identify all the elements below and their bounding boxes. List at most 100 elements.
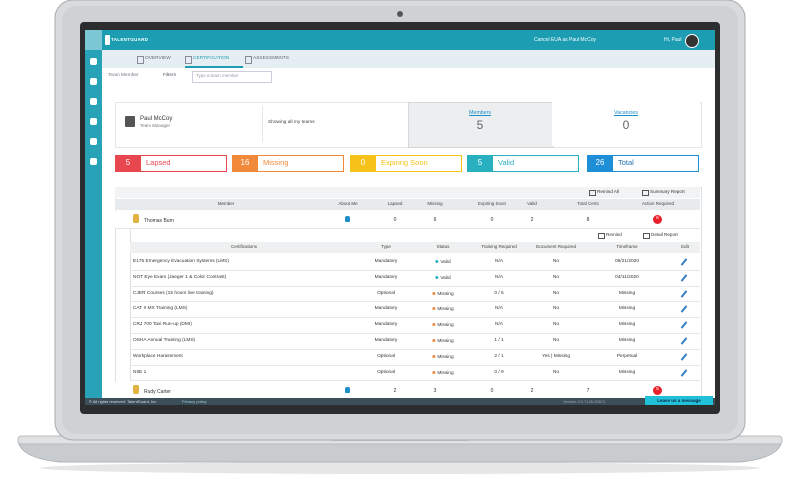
manager-photo — [125, 116, 135, 127]
sidebar-icon[interactable] — [90, 58, 97, 65]
detail-cell: No — [552, 338, 560, 343]
column-header: Valid — [527, 201, 537, 206]
detail-cell: Yes | Missing — [542, 353, 570, 359]
summary-panel[interactable] — [408, 102, 554, 148]
tab-icon — [245, 56, 252, 64]
certification-name: CAT II MX Training (LMS) — [133, 306, 188, 312]
logo: TALENTGUARD — [111, 37, 149, 42]
action-badge — [653, 215, 662, 224]
tab[interactable]: CERTIFICATION — [193, 56, 230, 61]
status-dot — [435, 260, 439, 263]
sidebar-icon[interactable] — [90, 78, 97, 85]
summary-label[interactable]: Vacancies — [613, 110, 639, 116]
sidebar-icon[interactable] — [90, 118, 97, 125]
detail-column-header: Document Required — [535, 244, 577, 249]
status-text: Missing — [437, 370, 454, 376]
tab-icon — [185, 56, 192, 64]
actions-bar — [115, 187, 700, 198]
card-divider — [262, 106, 263, 142]
about-me-icon[interactable] — [345, 387, 350, 393]
status-label: Lapsed — [146, 158, 171, 167]
status-label: Total — [618, 158, 634, 167]
detail-column-header: Edit — [681, 244, 689, 249]
status-cell: Missing — [432, 370, 454, 377]
detail-cell: Mandatory — [374, 306, 398, 312]
detail-cell: 1 / 1 — [494, 338, 504, 343]
detail-cell: No — [552, 259, 560, 264]
detail-action-icon — [598, 233, 605, 239]
tab[interactable]: OVERVIEW — [145, 56, 171, 61]
detail-row — [130, 286, 700, 303]
detail-cell: N/A — [495, 306, 503, 312]
detail-action-icon — [643, 233, 650, 239]
member-count: 2 — [530, 388, 534, 394]
status-count-bg — [232, 155, 258, 172]
action-button[interactable]: Remind All — [597, 189, 619, 194]
action-badge — [653, 386, 662, 395]
detail-column-header: Timeframe — [616, 244, 638, 249]
filter-input[interactable] — [192, 71, 272, 83]
action-icon — [642, 190, 649, 196]
detail-cell: Mandatory — [374, 322, 398, 328]
detail-cell: 0 / 5 — [494, 290, 504, 296]
detail-row — [130, 254, 700, 271]
action-count: 5 — [656, 387, 659, 392]
status-dot — [432, 291, 436, 295]
detail-cell: No — [552, 369, 560, 375]
detail-row — [130, 365, 700, 382]
status-dot — [432, 370, 436, 374]
status-dot — [432, 354, 436, 358]
action-icon — [589, 190, 596, 196]
sidebar-icon[interactable] — [90, 158, 97, 165]
certification-name: CRJ 700 Taxi Run-up (DMI) — [133, 322, 192, 328]
detail-cell: No — [552, 274, 560, 280]
greeting: Hi, Paul — [664, 37, 682, 43]
column-header: Lapsed — [387, 201, 403, 206]
detail-action-button[interactable]: Detail Report — [651, 232, 678, 237]
status-label: Expiring Soon — [381, 158, 428, 167]
logo-mark — [105, 35, 110, 45]
summary-value: 0 — [622, 118, 630, 132]
detail-cell: No — [552, 322, 560, 328]
top-bar — [85, 30, 715, 50]
column-header: Expiring Soon — [477, 201, 507, 206]
footer-privacy[interactable]: Privacy policy — [182, 398, 207, 404]
sidebar-icon[interactable] — [90, 138, 97, 145]
about-me-icon[interactable] — [345, 216, 350, 222]
certification-name: NOT Eye Exam (Jaeger 1 & Color Contrast) — [133, 274, 227, 280]
detail-cell: N/A — [495, 274, 503, 280]
detail-cell: Optional — [377, 290, 395, 296]
detail-row — [130, 333, 700, 350]
member-count: 2 — [530, 217, 534, 223]
manager-name: Paul McCoy — [140, 116, 173, 122]
certification-name: Workplace Harassment — [133, 353, 183, 359]
certification-name: OSHA Annual Training (LMS) — [133, 338, 196, 343]
status-label: Missing — [263, 158, 289, 167]
member-count: 0 — [490, 388, 494, 394]
column-header: Action Required — [641, 201, 675, 206]
action-button[interactable]: Summary Report — [650, 189, 685, 194]
sidebar — [85, 50, 102, 405]
message-button[interactable] — [645, 396, 713, 405]
certification-name: CJER Courses (15 hours live training) — [133, 290, 214, 296]
menu-icon — [85, 30, 102, 50]
message-button-label[interactable]: Leave us a message — [657, 398, 701, 403]
summary-panel[interactable] — [552, 102, 700, 146]
footer-copyright: © All rights reserved. TalentGuard, Inc — [89, 398, 157, 404]
status-cell: Valid — [435, 275, 451, 282]
member-name: Rudy Carter — [144, 389, 171, 395]
summary-label[interactable]: Members — [468, 110, 492, 116]
status-text: Valid — [440, 275, 451, 281]
member-row[interactable] — [115, 211, 700, 229]
filter-button[interactable]: Filters — [163, 73, 177, 78]
sidebar-icon[interactable] — [90, 98, 97, 105]
detail-cell: Missing — [618, 306, 636, 312]
status-count-bg — [115, 155, 141, 172]
tab[interactable]: ASSESSMENTS — [253, 56, 289, 61]
detail-cell: Mandatory — [374, 338, 398, 343]
status-text: Missing — [437, 291, 454, 297]
detail-cell: 0 / 9 — [494, 369, 504, 375]
impersonation-link[interactable]: Cancel EUA as Paul McCoy — [534, 37, 596, 43]
detail-action-button[interactable]: Remind — [606, 232, 622, 237]
avatar — [685, 34, 699, 48]
